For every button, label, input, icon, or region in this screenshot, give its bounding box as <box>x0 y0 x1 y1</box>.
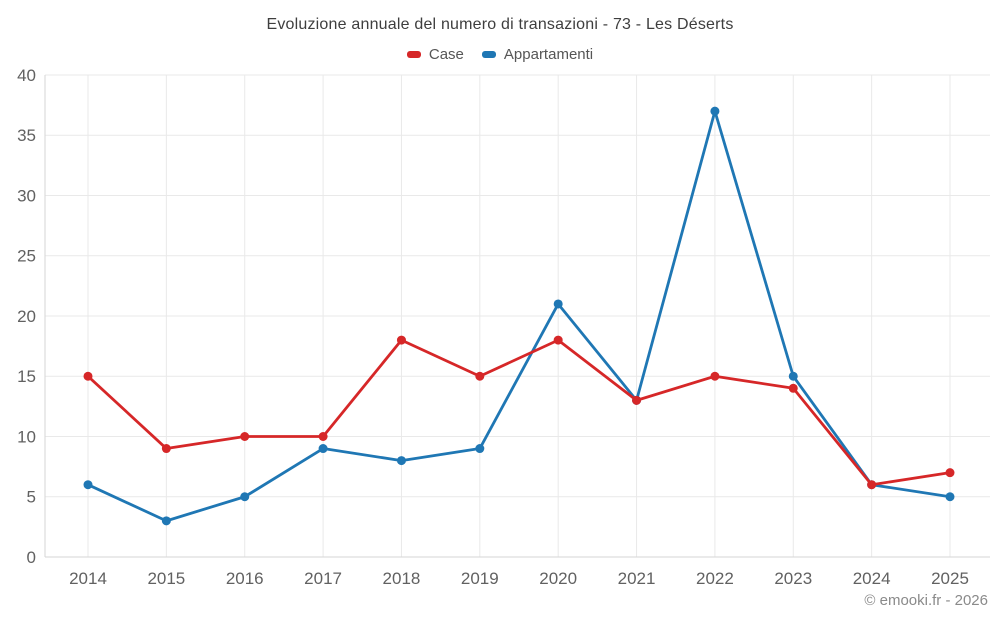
y-axis-tick-label: 25 <box>17 247 36 266</box>
case-data-point <box>553 335 563 345</box>
y-axis-tick-label: 10 <box>17 427 36 446</box>
y-axis-tick-label: 35 <box>17 126 36 145</box>
x-axis-tick-label: 2019 <box>461 569 499 588</box>
case-data-point <box>632 395 642 405</box>
appartamenti-series-line <box>86 109 952 523</box>
y-axis-tick-label: 15 <box>17 367 36 386</box>
chart-title: Evoluzione annuale del numero di transaz… <box>266 16 734 33</box>
appartamenti-data-point <box>240 492 250 502</box>
case-data-point <box>240 432 250 441</box>
y-axis-tick-label: 5 <box>27 488 36 507</box>
appartamenti-series-swatch-icon <box>481 51 496 58</box>
case-data-point <box>396 335 406 345</box>
y-axis-tick-label: 0 <box>27 548 36 567</box>
case-data-point <box>945 468 955 478</box>
case-data-point <box>161 444 171 454</box>
case-data-point <box>788 383 798 393</box>
x-axis-tick-label: 2024 <box>853 569 891 588</box>
case-data-point <box>83 371 93 381</box>
appartamenti-data-point <box>318 444 328 454</box>
appartamenti-data-point <box>83 480 93 490</box>
case-series-swatch-icon <box>406 51 421 58</box>
x-axis-tick-label: 2022 <box>696 569 734 588</box>
appartamenti-data-point <box>710 106 720 116</box>
x-axis-tick-label: 2016 <box>226 569 264 588</box>
case-data-point <box>710 371 720 381</box>
legend-item-case[interactable]: Case <box>406 46 464 63</box>
appartamenti-data-point <box>553 299 563 309</box>
case-data-point <box>318 432 328 441</box>
legend-label-appartamenti: Appartamenti <box>503 46 594 63</box>
legend: Case Appartamenti <box>0 46 1000 63</box>
y-axis-tick-label: 20 <box>17 307 36 326</box>
legend-label-case: Case <box>428 46 464 63</box>
legend-item-appartamenti[interactable]: Appartamenti <box>481 46 594 63</box>
x-axis-tick-label: 2017 <box>304 569 342 588</box>
appartamenti-data-point <box>161 516 171 526</box>
case-data-point <box>475 371 485 381</box>
x-axis-tick-label: 2014 <box>69 569 107 588</box>
appartamenti-data-point <box>945 492 955 502</box>
appartamenti-data-point <box>396 456 406 466</box>
footer-credit: © emooki.fr - 2026 <box>864 592 988 609</box>
x-axis-tick-label: 2018 <box>383 569 421 588</box>
appartamenti-data-point <box>475 444 485 454</box>
x-axis-tick-label: 2023 <box>774 569 812 588</box>
y-axis-tick-label: 30 <box>17 186 36 205</box>
x-axis-tick-label: 2020 <box>539 569 577 588</box>
x-axis-tick-label: 2025 <box>931 569 969 588</box>
x-axis-tick-label: 2015 <box>147 569 185 588</box>
y-axis-tick-label: 40 <box>17 66 36 85</box>
x-axis-tick-label: 2021 <box>618 569 656 588</box>
case-data-point <box>867 480 877 490</box>
case-series-line <box>86 338 952 487</box>
appartamenti-data-point <box>788 371 798 381</box>
